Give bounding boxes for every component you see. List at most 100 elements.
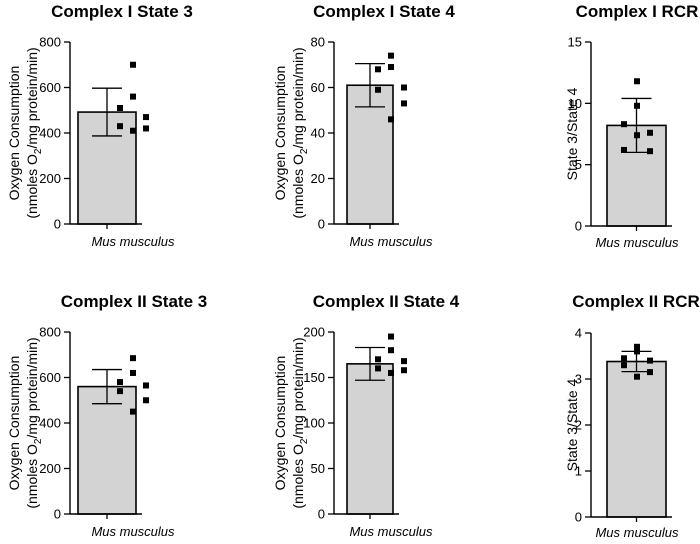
y-axis-label: Oxygen Consumption (nmoles O2/mg protein/…	[6, 47, 44, 218]
y-tick-label: 400	[39, 416, 61, 431]
data-point	[621, 355, 627, 362]
y-tick-label: 1	[575, 464, 582, 479]
data-point	[634, 348, 640, 355]
y-axis-label-line1: Oxygen Consumption	[6, 66, 22, 201]
data-point	[621, 362, 627, 369]
data-point	[647, 148, 653, 155]
x-category-label: Mus musculus	[595, 235, 679, 250]
data-point	[375, 365, 381, 372]
data-point	[388, 52, 394, 59]
y-tick-label: 80	[311, 35, 325, 50]
data-point	[375, 356, 381, 363]
data-point	[117, 388, 123, 395]
y-tick-label: 0	[54, 507, 61, 522]
data-point	[621, 146, 627, 153]
y-tick-label: 50	[311, 461, 325, 476]
data-point	[401, 367, 407, 374]
y-tick-label: 5	[575, 157, 582, 172]
y-tick-label: 4	[575, 326, 582, 341]
y-axis-label: Oxygen Consumption (nmoles O2/mg protein/…	[272, 47, 310, 218]
y-tick-label: 60	[311, 80, 325, 95]
y-tick-label: 200	[39, 171, 61, 186]
y-tick-label: 10	[568, 96, 582, 111]
y-axis-label-line1: Oxygen Consumption	[272, 356, 288, 491]
chart-panel-1: Complex I State 3 0 200 400 600 800 Mus muscul…	[6, 2, 193, 249]
data-point	[388, 116, 394, 123]
data-point	[634, 102, 640, 109]
data-point	[143, 397, 149, 404]
data-point	[401, 84, 407, 91]
chart-title: Complex I State 3	[51, 2, 193, 21]
y-axis-label-line2: (nmoles O2/mg protein/min)	[24, 47, 44, 218]
data-point	[388, 347, 394, 354]
chart-title: Complex I RCR	[576, 2, 699, 21]
data-point	[375, 66, 381, 73]
data-point	[647, 129, 653, 136]
data-point	[143, 114, 149, 121]
data-point	[130, 61, 136, 68]
y-tick-label: 2	[575, 418, 582, 433]
chart-panel-5: Complex II State 4 0 50 100 150 200 Mus muscul…	[272, 292, 460, 539]
x-category-label: Mus musculus	[91, 524, 175, 539]
y-tick-label: 3	[575, 372, 582, 387]
y-tick-label: 0	[575, 219, 582, 234]
y-tick-label: 100	[303, 416, 325, 431]
y-tick-label: 800	[39, 35, 61, 50]
bar	[606, 360, 667, 518]
data-point	[130, 369, 136, 376]
y-axis-label-line2-prefix: (nmoles O	[290, 154, 306, 219]
x-category-label: Mus musculus	[91, 234, 175, 249]
data-point	[130, 127, 136, 134]
x-category-label: Mus musculus	[595, 525, 679, 540]
y-axis-label-line2: (nmoles O2/mg protein/min)	[290, 47, 310, 218]
y-axis-label-subscript: 2	[33, 438, 44, 444]
chart-panel-6: Complex II RCR 0 1 2 3 4 Mus musculus State 3/S…	[564, 292, 700, 540]
bar	[77, 385, 137, 515]
y-tick-label: 15	[568, 35, 582, 50]
data-point	[130, 355, 136, 362]
y-axis-label-line2: (nmoles O2/mg protein/min)	[290, 337, 310, 508]
y-tick-label: 600	[39, 370, 61, 385]
y-axis-label: Oxygen Consumption (nmoles O2/mg protein/…	[272, 337, 310, 508]
chart-title: Complex I State 4	[313, 2, 455, 21]
data-point	[143, 382, 149, 389]
y-axis-label-subscript: 2	[299, 148, 310, 154]
data-point	[117, 104, 123, 111]
y-axis-label-line2-suffix: /mg protein/min)	[24, 337, 40, 438]
y-axis-label-subscript: 2	[33, 148, 44, 154]
data-point	[388, 333, 394, 340]
y-tick-label: 0	[318, 217, 325, 232]
data-point	[647, 357, 653, 364]
y-axis-label-line2-prefix: (nmoles O	[290, 444, 306, 509]
y-tick-label: 0	[575, 510, 582, 525]
y-axis-label-line2-suffix: /mg protein/min)	[290, 337, 306, 438]
y-axis-label: State 3/State 4	[564, 378, 580, 471]
data-point	[143, 125, 149, 132]
data-point	[375, 86, 381, 93]
y-axis-label-subscript: 2	[299, 438, 310, 444]
y-tick-label: 0	[318, 507, 325, 522]
data-point	[634, 78, 640, 85]
x-category-label: Mus musculus	[349, 524, 433, 539]
data-point	[647, 369, 653, 376]
y-tick-label: 800	[39, 325, 61, 340]
y-axis-label-text: State 3/State 4	[564, 378, 580, 471]
y-axis-label-text: State 3/State 4	[564, 87, 580, 180]
y-axis-label: State 3/State 4	[564, 87, 580, 180]
data-point	[634, 343, 640, 350]
x-category-label: Mus musculus	[349, 234, 433, 249]
data-point	[634, 132, 640, 139]
y-axis-label-line1: Oxygen Consumption	[272, 66, 288, 201]
data-point	[634, 373, 640, 380]
data-point	[388, 369, 394, 376]
y-axis-label-line2-suffix: /mg protein/min)	[24, 47, 40, 148]
y-tick-label: 150	[303, 370, 325, 385]
y-tick-label: 0	[54, 217, 61, 232]
chart-title: Complex II State 3	[61, 292, 207, 311]
data-point	[388, 64, 394, 71]
chart-title: Complex II State 4	[313, 292, 460, 311]
y-tick-label: 200	[303, 325, 325, 340]
data-point	[130, 93, 136, 100]
chart-title: Complex II RCR	[572, 292, 700, 311]
